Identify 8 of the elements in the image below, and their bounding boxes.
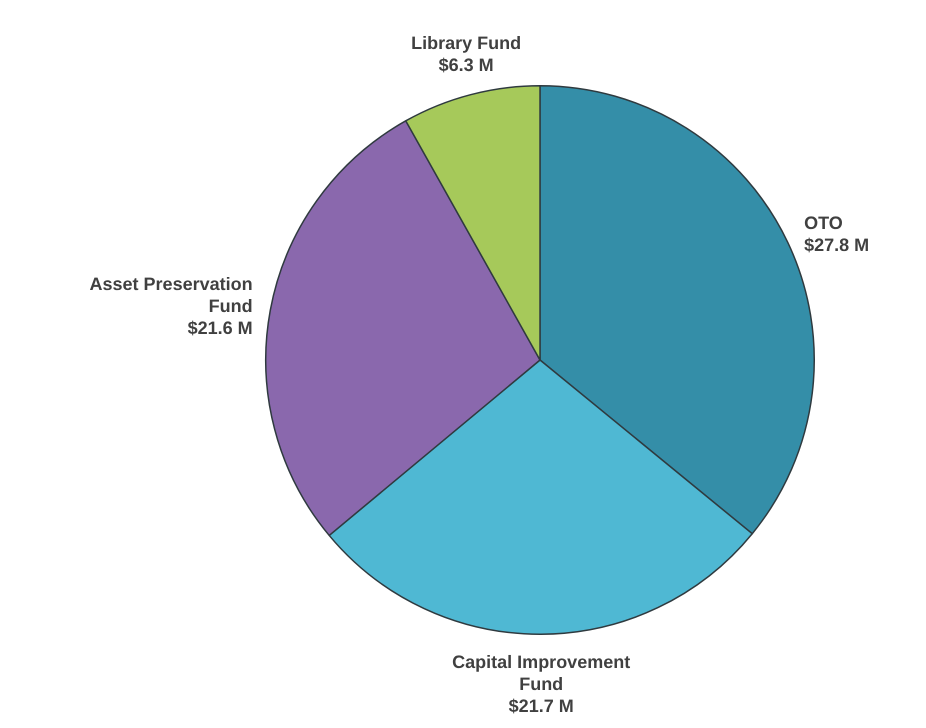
slice-label: Capital Improvement Fund (452, 652, 630, 694)
slice-label: Asset Preservation Fund (90, 274, 253, 316)
data-label: $21.6 M (188, 318, 253, 338)
data-label: $6.3 M (438, 55, 494, 76)
slice-label: Library Fund (411, 33, 522, 54)
data-label: $21.7 M (508, 696, 574, 716)
slice-label: OTO (804, 212, 843, 233)
data-label: $27.8 M (804, 234, 870, 255)
